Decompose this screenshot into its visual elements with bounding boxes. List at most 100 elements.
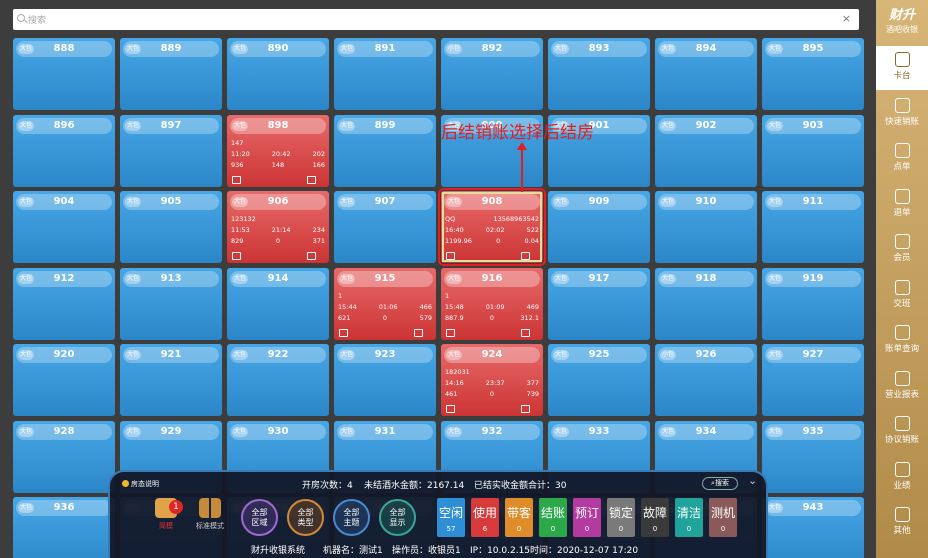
search-bar[interactable]: 搜索 × xyxy=(13,9,859,30)
room-card-900[interactable]: 大包 900 xyxy=(441,114,543,187)
sidebar-item-finger[interactable]: 点单 xyxy=(876,137,928,181)
room-card-919[interactable]: 大包 919 xyxy=(762,267,864,340)
room-card-908[interactable]: 大包 908 QQ 13568963542 16:40 02:02 522 1199.96 0 0… xyxy=(438,188,546,266)
status-filter-8[interactable]: 测机 0 xyxy=(709,498,737,537)
sidebar-item-chart[interactable]: 业绩 xyxy=(876,456,928,500)
room-number: 923 xyxy=(374,349,396,360)
room-number: 889 xyxy=(160,43,182,54)
room-card-888[interactable]: 大包 888 xyxy=(13,38,115,110)
gift-icon xyxy=(521,328,530,337)
standard-mode-button[interactable]: 标准模式 xyxy=(190,498,230,531)
room-card-917[interactable]: 大包 917 xyxy=(548,267,650,340)
room-card-922[interactable]: 大包 922 xyxy=(227,344,329,416)
room-card-891[interactable]: 大包 891 xyxy=(334,38,436,110)
room-card-889[interactable]: 大包 889 xyxy=(120,38,222,110)
sidebar-item-handover[interactable]: 交班 xyxy=(876,274,928,318)
room-header: 大包 922 xyxy=(230,347,326,363)
bottom-panel: 房态说明 开房次数：4 未结酒水金额：2167.14 已结实收金额合计：30 ⌕… xyxy=(108,470,768,558)
room-card-928[interactable]: 大包 928 xyxy=(13,420,115,493)
status-filter-6[interactable]: 故障 0 xyxy=(641,498,669,537)
room-header: 大包 899 xyxy=(337,117,433,134)
room-type-badge: 大包 xyxy=(125,197,142,207)
filter-area-button[interactable]: 全部 区域 xyxy=(241,499,278,536)
status-filter-3[interactable]: 结账 0 xyxy=(539,498,567,537)
status-filter-1[interactable]: 使用 6 xyxy=(471,498,499,537)
room-header: 大包 888 xyxy=(16,41,112,57)
room-card-943[interactable]: 大包 943 xyxy=(762,497,864,558)
room-card-923[interactable]: 大包 923 xyxy=(334,344,436,416)
room-card-920[interactable]: 大包 920 xyxy=(13,344,115,416)
room-type-badge: 大包 xyxy=(18,503,35,513)
room-card-915[interactable]: 大包 915 1 15:44 01:06 466 621 0 579 xyxy=(334,267,436,340)
room-card-912[interactable]: 大包 912 xyxy=(13,267,115,340)
room-card-896[interactable]: 大包 896 xyxy=(13,114,115,187)
room-type-badge: 大包 xyxy=(232,350,249,360)
room-card-911[interactable]: 大包 911 xyxy=(762,191,864,263)
room-card-895[interactable]: 大包 895 xyxy=(762,38,864,110)
room-card-925[interactable]: 大包 925 xyxy=(548,344,650,416)
sidebar-item-card[interactable]: 卡台 xyxy=(876,46,928,90)
room-card-897[interactable]: 大包 897 xyxy=(120,114,222,187)
status-filter-7[interactable]: 清洁 0 xyxy=(675,498,703,537)
room-info-value: 15:44 xyxy=(338,302,357,311)
sidebar-item-refund[interactable]: 退单 xyxy=(876,183,928,227)
room-info-value: 1 xyxy=(445,291,450,300)
room-card-921[interactable]: 大包 921 xyxy=(120,344,222,416)
status-filter-2[interactable]: 带客 0 xyxy=(505,498,533,537)
room-card-893[interactable]: 大包 893 xyxy=(548,38,650,110)
sidebar-item-label: 营业报表 xyxy=(884,389,919,400)
sidebar-item-report[interactable]: 营业报表 xyxy=(876,365,928,409)
room-card-916[interactable]: 大包 916 1 15:48 01:09 469 887.9 0 312.1 xyxy=(441,267,543,340)
room-header: 大包 929 xyxy=(123,423,219,440)
room-card-898[interactable]: 大包 898 147 11:20 20:42 202 936 148 166 xyxy=(227,114,329,187)
room-card-914[interactable]: 大包 914 xyxy=(227,267,329,340)
current-time: 时间：2020-12-07 17:20 xyxy=(530,546,639,556)
room-info-value: 0 xyxy=(489,313,495,322)
filter-theme-button[interactable]: 全部 主题 xyxy=(333,499,370,536)
room-info-value: 371 xyxy=(312,237,325,245)
room-card-936[interactable]: 大包 936 xyxy=(13,497,115,558)
room-card-935[interactable]: 大包 935 xyxy=(762,420,864,493)
room-header: 大包 919 xyxy=(765,270,861,287)
room-card-892[interactable]: 小包 892 xyxy=(441,38,543,110)
room-card-904[interactable]: 大包 904 xyxy=(13,191,115,263)
status-filter-0[interactable]: 空闲 57 xyxy=(437,498,465,537)
room-card-902[interactable]: 大包 902 xyxy=(655,114,757,187)
room-card-890[interactable]: 大包 890 xyxy=(227,38,329,110)
room-usage-info: 147 11:20 20:42 202 936 148 166 xyxy=(231,138,325,171)
room-card-903[interactable]: 大包 903 xyxy=(762,114,864,187)
room-card-918[interactable]: 大包 918 xyxy=(655,267,757,340)
room-card-924[interactable]: 大包 924 182031 14:16 23:37 377 461 0 739 xyxy=(441,344,543,416)
room-card-901[interactable]: 大包 901 xyxy=(548,114,650,187)
room-info-value: 1 xyxy=(338,291,343,300)
sidebar-item-bottles[interactable]: 快速销账 xyxy=(876,92,928,136)
clear-icon[interactable]: × xyxy=(841,12,851,25)
filter-display-button[interactable]: 全部 显示 xyxy=(379,499,416,536)
room-card-907[interactable]: 大包 907 xyxy=(334,191,436,263)
search-button[interactable]: ⌕搜索 xyxy=(702,477,738,490)
room-card-927[interactable]: 大包 927 xyxy=(762,344,864,416)
room-card-905[interactable]: 大包 905 xyxy=(120,191,222,263)
room-card-906[interactable]: 大包 906 123132 11:53 21:14 234 829 0 371 xyxy=(227,191,329,263)
room-type-badge: 大包 xyxy=(660,44,677,54)
sidebar-item-gear[interactable]: 其他 xyxy=(876,501,928,545)
sidebar-item-agreement[interactable]: 协议销账 xyxy=(876,410,928,454)
sidebar-item-diamond[interactable]: 会员 xyxy=(876,228,928,272)
room-card-913[interactable]: 大包 913 xyxy=(120,267,222,340)
room-number: 915 xyxy=(374,272,396,284)
sidebar-item-bill[interactable]: 账单查询 xyxy=(876,319,928,363)
status-filter-5[interactable]: 锁定 0 xyxy=(607,498,635,537)
room-card-899[interactable]: 大包 899 xyxy=(334,114,436,187)
filter-type-button[interactable]: 全部 类型 xyxy=(287,499,324,536)
status-filter-4[interactable]: 预订 0 xyxy=(573,498,601,537)
room-number: 926 xyxy=(695,349,717,360)
room-header: 大包 905 xyxy=(123,194,219,210)
status-legend-link[interactable]: 房态说明 xyxy=(122,479,159,489)
chevron-down-icon[interactable]: ⌄ xyxy=(748,474,758,487)
search-input[interactable]: 搜索 xyxy=(28,16,47,26)
room-card-909[interactable]: 大包 909 xyxy=(548,191,650,263)
room-card-910[interactable]: 大包 910 xyxy=(655,191,757,263)
room-card-894[interactable]: 大包 894 xyxy=(655,38,757,110)
room-card-926[interactable]: 小包 926 xyxy=(655,344,757,416)
room-type-badge: 大包 xyxy=(232,273,249,284)
